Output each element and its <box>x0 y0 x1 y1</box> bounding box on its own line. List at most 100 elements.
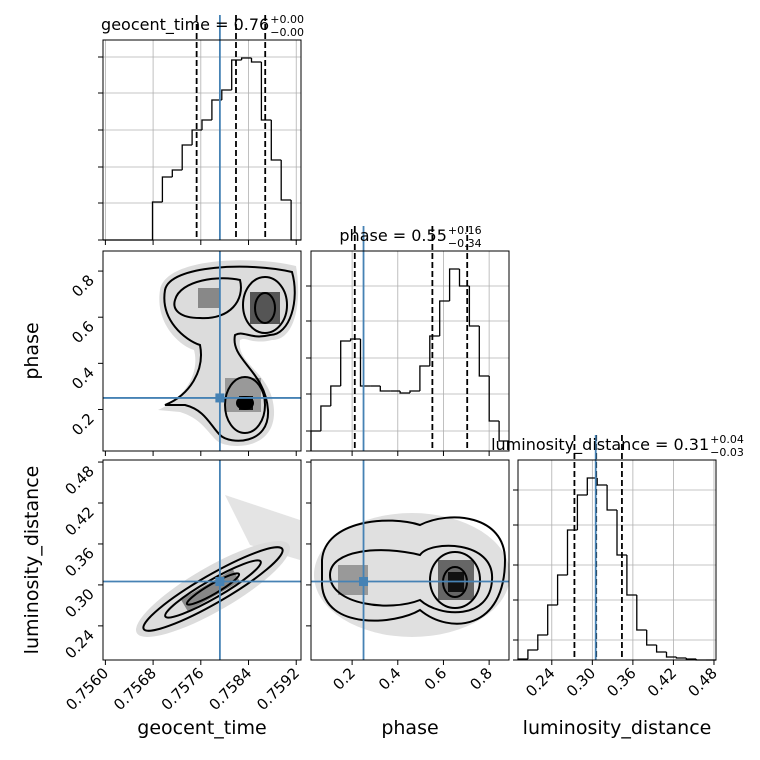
y-tick-label: 0.6 <box>68 317 98 347</box>
hist-step <box>399 391 410 394</box>
x-tick-label: 0.48 <box>684 664 720 700</box>
x-tick-label: 0.42 <box>644 664 680 700</box>
hist-step <box>191 129 202 145</box>
contour <box>242 276 288 334</box>
y-tick-label: 0.8 <box>68 271 98 301</box>
hist-step <box>586 477 598 495</box>
hist-step <box>419 365 430 391</box>
panel-title: phase = 0.55 <box>339 226 446 245</box>
density-cell <box>198 288 220 308</box>
hist-step <box>260 62 272 121</box>
hist-step <box>151 201 163 240</box>
hist-step <box>270 120 282 161</box>
x-tick-label: 0.6 <box>421 664 451 694</box>
x-tick-label: 0.24 <box>522 664 558 700</box>
x-tick-label: 0.7592 <box>253 664 303 714</box>
y-tick-label: 0.36 <box>61 544 97 580</box>
contour <box>236 396 254 410</box>
hist-step <box>596 478 608 486</box>
x-tick-label: 0.7576 <box>158 664 208 714</box>
hist-step <box>616 510 627 556</box>
x-tick-label: 0.2 <box>329 664 359 694</box>
hist-step <box>330 385 341 406</box>
panel-frame <box>102 459 302 661</box>
hist-step <box>429 335 440 366</box>
hist-step <box>448 268 460 301</box>
hist-step <box>320 405 331 431</box>
hist-step <box>211 99 222 120</box>
truth-marker <box>215 577 225 587</box>
hist-step <box>665 652 677 658</box>
contour <box>328 544 494 614</box>
title-sup: +0.04 <box>710 433 744 446</box>
title-sup: +0.00 <box>270 13 304 26</box>
hist-step <box>379 386 391 392</box>
x-tick-label: 0.4 <box>375 664 405 694</box>
y-tick-label: 0.2 <box>68 410 98 440</box>
y-axis-label: phase <box>21 322 43 379</box>
truth-marker <box>215 393 225 403</box>
panel-frame <box>310 250 510 452</box>
hist-step <box>171 169 183 177</box>
hist-step <box>646 630 657 646</box>
hist-step <box>675 657 687 659</box>
density-cell <box>180 569 240 612</box>
hist-step <box>685 658 697 660</box>
hist-step <box>576 494 588 530</box>
x-axis-label: phase <box>381 717 438 739</box>
hist-step <box>310 430 321 451</box>
hist-step <box>250 58 262 63</box>
hist-step <box>340 340 351 386</box>
hist-step <box>498 421 509 442</box>
truth-marker <box>359 577 369 587</box>
y-tick-label: 0.4 <box>68 363 98 393</box>
x-tick-label: 0.30 <box>563 664 599 700</box>
y-tick-label: 0.48 <box>61 462 97 498</box>
hist-step <box>201 119 212 130</box>
hist-step <box>547 604 558 635</box>
y-axis-label: luminosity_distance <box>21 466 43 655</box>
x-axis-label: luminosity_distance <box>523 717 712 739</box>
hist-step <box>556 574 568 605</box>
hist-step <box>409 390 420 393</box>
hist-step <box>231 59 242 90</box>
contour <box>429 551 481 609</box>
x-tick-label: 0.8 <box>466 664 496 694</box>
title-sub: −0.03 <box>710 446 744 459</box>
title-sup: +0.16 <box>448 224 482 237</box>
hist-step <box>537 634 548 650</box>
hist-step <box>527 649 538 659</box>
contour <box>185 572 241 606</box>
hist-step <box>655 645 667 653</box>
contour <box>163 265 296 442</box>
hist-step <box>478 326 490 377</box>
hist-step <box>161 176 173 202</box>
density-layer <box>136 260 510 637</box>
panel-frame <box>517 459 717 661</box>
panel-frame <box>102 39 302 241</box>
x-tick-label: 0.36 <box>603 664 639 700</box>
hist-step <box>636 595 647 631</box>
hist-step <box>468 286 480 327</box>
title-sub: −0.34 <box>448 237 482 250</box>
contour <box>173 277 242 320</box>
contour <box>321 516 507 625</box>
hist-step <box>488 376 500 422</box>
panel-title: luminosity_distance = 0.31 <box>491 435 709 455</box>
hist-step <box>181 144 193 170</box>
hist-step <box>280 160 292 201</box>
y-tick-label: 0.30 <box>61 585 97 621</box>
hist-step <box>566 529 578 575</box>
panel-title: geocent_time = 0.76 <box>101 15 269 35</box>
hist-step <box>240 57 252 60</box>
panel-frame <box>310 459 510 661</box>
hist-step <box>221 89 232 100</box>
hist-step <box>439 300 450 336</box>
contour <box>224 376 266 434</box>
hist-step <box>458 269 470 287</box>
x-tick-label: 0.7568 <box>110 664 160 714</box>
contour-group <box>136 541 290 637</box>
contour <box>254 292 276 324</box>
